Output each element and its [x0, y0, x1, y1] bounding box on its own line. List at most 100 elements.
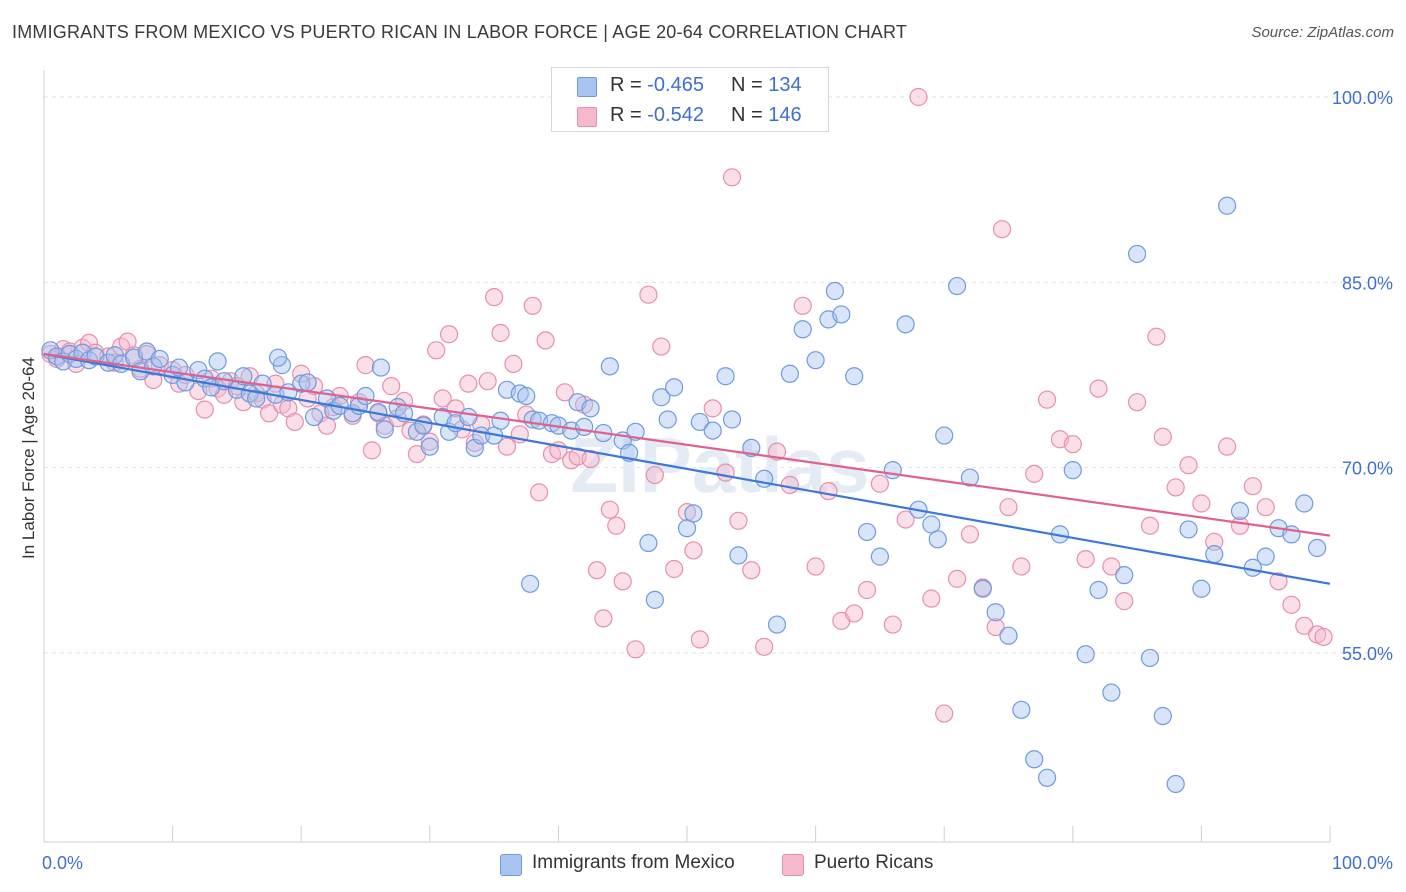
puerto-rican-point [986, 617, 1005, 637]
mexico-point [722, 410, 742, 429]
mexico-point [600, 357, 619, 376]
mexico-trend-line [43, 352, 1331, 585]
puerto-rican-point [362, 441, 382, 460]
puerto-rican-point [613, 572, 632, 591]
legend-row-mexico: R = -0.465 N = 134 [552, 71, 828, 101]
mexico-point [1140, 648, 1160, 668]
puerto-rican-point [1147, 327, 1166, 346]
mexico-point [1218, 196, 1237, 215]
puerto-rican-trend-line [43, 352, 1331, 537]
mexico-point [1012, 700, 1031, 719]
mexico-point [581, 399, 600, 418]
mexico-point [716, 367, 735, 386]
puerto-rican-point [607, 516, 626, 535]
mexico-point [832, 305, 851, 324]
mexico-point [780, 364, 799, 383]
source-credit: Source: ZipAtlas.com [1251, 24, 1394, 41]
mexico-point [1192, 579, 1211, 598]
puerto-rican-point [459, 374, 478, 393]
mexico-point [298, 373, 317, 392]
puerto-rican-point [729, 511, 748, 530]
legend-row-puerto-rican: R = -0.542 N = 146 [552, 101, 828, 131]
puerto-rican-point [1218, 437, 1237, 456]
mexico-point [1205, 545, 1224, 564]
puerto-rican-point [478, 372, 497, 391]
puerto-rican-point [780, 475, 799, 495]
puerto-rican-point [665, 559, 684, 579]
puerto-rican-point [382, 377, 401, 396]
correlation-legend: R = -0.465 N = 134 R = -0.542 N = 146 [551, 67, 829, 132]
mexico-point [1166, 774, 1185, 794]
puerto-rican-point [1153, 427, 1172, 446]
puerto-ricans-points [41, 87, 1333, 723]
mexico-point [304, 407, 324, 427]
pink-swatch [577, 107, 597, 127]
mexico-point [645, 590, 664, 609]
puerto-rican-point [639, 285, 658, 304]
mexico-point [742, 438, 761, 457]
mexico-point [896, 315, 915, 334]
puerto-rican-point [960, 525, 980, 544]
puerto-rican-point [433, 389, 452, 408]
mexico-point [767, 615, 787, 634]
mexico-point [665, 378, 684, 397]
puerto-rican-point [1295, 616, 1314, 635]
mexico-point [1102, 683, 1121, 702]
legend-n-value: 146 [768, 104, 802, 126]
y-tick-label: 85.0% [1342, 273, 1393, 293]
puerto-rican-point [536, 331, 555, 350]
mexico-point [420, 437, 439, 456]
legend-r-value: -0.465 [647, 74, 704, 96]
puerto-rican-point [485, 288, 504, 307]
puerto-rican-point [1256, 498, 1275, 517]
mexico-point [986, 603, 1005, 622]
puerto-rican-point [1012, 557, 1031, 576]
mexico-point [375, 420, 394, 439]
mexico-point [1025, 750, 1044, 769]
puerto-rican-point [652, 337, 671, 356]
puerto-rican-point [555, 383, 574, 402]
puerto-rican-point [909, 87, 928, 107]
puerto-rican-point [1205, 532, 1224, 551]
puerto-rican-point [999, 498, 1018, 517]
mexico-point [1308, 538, 1327, 558]
mexico-point [1230, 501, 1250, 521]
puerto-rican-point [259, 404, 279, 423]
puerto-rican-point [870, 474, 890, 493]
puerto-rican-point [1166, 478, 1185, 497]
mexico-point [1295, 494, 1314, 513]
puerto-rican-point [1089, 379, 1108, 398]
mexico-point [292, 374, 311, 393]
mexico-point [521, 574, 540, 593]
puerto-rican-point [1063, 435, 1082, 454]
puerto-rican-point [716, 463, 735, 482]
puerto-rican-point [465, 433, 484, 453]
mexico-point [459, 407, 478, 427]
series-legend-label: Immigrants from Mexico [532, 852, 735, 873]
puerto-rican-point [819, 482, 838, 501]
legend-n-label: N = [731, 74, 763, 96]
blue-swatch [500, 854, 522, 876]
mexico-point [845, 367, 864, 386]
pink-swatch [782, 854, 804, 876]
puerto-rican-point [439, 325, 459, 344]
y-tick-label: 55.0% [1342, 644, 1393, 664]
puerto-rican-point [883, 615, 902, 634]
mexico-point [491, 411, 510, 430]
puerto-rican-point [703, 399, 722, 418]
puerto-rican-point [922, 589, 941, 608]
mexico-point [1089, 580, 1108, 600]
mexico-point [825, 281, 844, 301]
puerto-rican-point [1037, 390, 1057, 409]
puerto-rican-point [581, 449, 600, 469]
puerto-rican-point [523, 296, 542, 315]
mexico-point [793, 320, 812, 339]
puerto-rican-point [806, 557, 825, 576]
puerto-rican-point [1314, 627, 1333, 647]
puerto-rican-point [1025, 464, 1044, 483]
x-tick-label: 0.0% [42, 853, 83, 873]
legend-n-label: N = [731, 104, 763, 126]
mexico-point [684, 504, 703, 523]
mexico-point [973, 579, 992, 598]
puerto-rican-point [1282, 595, 1301, 614]
